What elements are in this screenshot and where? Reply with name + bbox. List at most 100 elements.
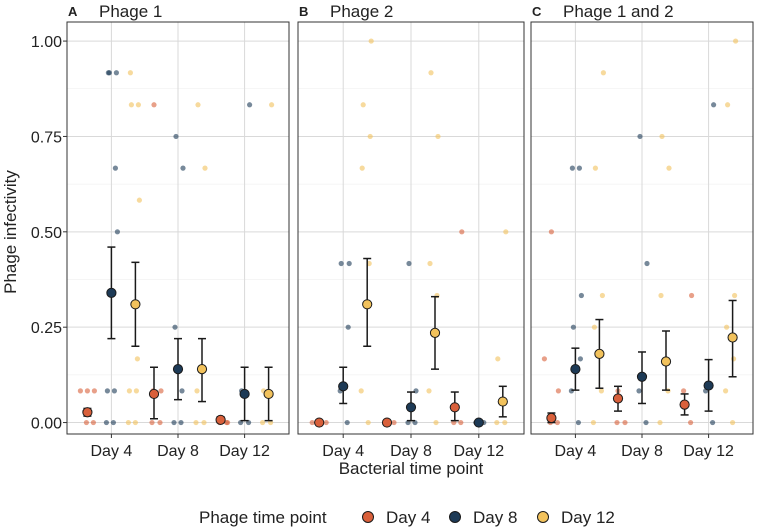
y-tick-label: 0.00	[31, 416, 62, 433]
data-point-day-4	[157, 419, 163, 426]
data-point-day-8	[578, 292, 585, 299]
data-point-day-8	[568, 388, 575, 394]
mean-point-day-4	[82, 407, 93, 418]
x-tick-label: Day 4	[322, 443, 364, 460]
mean-point-day-12	[130, 299, 141, 310]
mean-point-day-4	[449, 402, 460, 413]
data-point-day-12	[433, 419, 439, 426]
data-point-day-12	[426, 388, 432, 394]
data-point-day-12	[590, 419, 597, 426]
data-point-day-12	[730, 419, 736, 426]
mean-point-day-8	[239, 388, 250, 400]
data-point-day-4	[622, 419, 628, 426]
data-point-day-12	[427, 260, 433, 267]
panel-title: Phage 1 and 2	[563, 2, 674, 21]
data-point-day-12	[494, 419, 500, 426]
data-point-day-8	[111, 388, 117, 394]
data-point-day-8	[637, 133, 643, 140]
x-tick-label: Day 12	[219, 443, 270, 460]
data-point-day-12	[731, 356, 737, 362]
data-point-day-8	[105, 70, 111, 76]
data-point-day-12	[592, 165, 599, 171]
y-tick-label: 0.75	[31, 129, 62, 146]
data-point-day-8	[711, 102, 717, 108]
data-point-day-8	[576, 165, 583, 171]
mean-point-day-12	[429, 327, 441, 339]
data-point-day-12	[599, 292, 606, 299]
legend-swatch-day8	[449, 511, 461, 523]
data-point-day-12	[202, 165, 208, 171]
data-point-day-12	[132, 419, 138, 426]
mean-point-day-8	[703, 380, 714, 391]
panel-letter: A	[68, 4, 78, 19]
mean-point-day-12	[727, 332, 738, 343]
data-point-day-4	[554, 419, 561, 426]
mean-point-day-4	[546, 412, 557, 424]
mean-point-day-12	[497, 396, 508, 407]
data-point-day-4	[458, 419, 464, 426]
y-tick-label: 0.25	[31, 320, 62, 337]
mean-point-day-8	[405, 402, 417, 413]
mean-point-day-4	[314, 417, 325, 428]
data-point-day-4	[688, 419, 694, 426]
data-point-day-8	[406, 260, 412, 267]
data-point-day-12	[201, 419, 207, 426]
data-point-day-4	[614, 419, 620, 426]
legend-swatch-day4	[362, 511, 374, 523]
data-point-day-8	[110, 419, 116, 426]
data-point-day-12	[269, 102, 275, 108]
data-point-day-4	[548, 229, 555, 235]
data-point-day-8	[179, 388, 185, 394]
data-point-day-12	[136, 197, 142, 203]
y-tick-label: 0.50	[31, 225, 62, 242]
mean-point-day-12	[594, 348, 605, 359]
data-point-day-8	[173, 133, 179, 140]
x-tick-label: Day 12	[683, 443, 734, 460]
data-point-day-12	[598, 388, 605, 394]
data-point-day-8	[338, 260, 344, 267]
data-point-day-12	[128, 102, 134, 108]
data-point-day-12	[368, 38, 374, 44]
data-point-day-8	[569, 165, 576, 171]
data-point-day-12	[600, 70, 607, 76]
legend-label-day8: Day 8	[473, 508, 517, 527]
data-point-day-12	[502, 419, 508, 426]
data-point-day-12	[360, 102, 366, 108]
data-point-day-8	[344, 419, 350, 426]
panels: 0.00 0.25 0.50 0.75 1.00 Day 4 Day 8 Day 12 A Pha…	[31, 2, 754, 460]
data-point-day-8	[710, 419, 716, 426]
legend: Phage time point Day 4 Day 8 Day 12	[199, 508, 615, 527]
legend-label-day4: Day 4	[386, 508, 430, 527]
panel-a: Day 4 Day 8 Day 12 A Phage 1	[66, 2, 290, 460]
data-point-day-4	[91, 388, 97, 394]
data-point-day-8	[178, 419, 184, 426]
mean-point-day-8	[106, 287, 117, 298]
data-point-day-12	[428, 70, 434, 76]
data-point-day-12	[503, 229, 509, 235]
x-tick-label: Day 8	[157, 443, 199, 460]
mean-point-day-8	[636, 371, 648, 382]
data-point-day-4	[541, 356, 548, 362]
data-point-day-4	[681, 388, 687, 394]
legend-item-day12: Day 12	[537, 508, 615, 527]
data-point-day-8	[247, 102, 253, 108]
data-point-day-12	[367, 133, 373, 140]
data-point-day-12	[723, 388, 729, 394]
legend-swatch-day12	[537, 511, 549, 523]
legend-item-day4: Day 4	[362, 508, 430, 527]
data-point-day-4	[90, 419, 96, 426]
data-point-day-8	[345, 324, 351, 330]
data-point-day-12	[435, 133, 441, 140]
data-point-day-4	[309, 419, 315, 426]
data-point-day-12	[260, 419, 266, 426]
mean-point-day-4	[679, 399, 690, 410]
data-point-day-8	[171, 419, 177, 426]
data-point-day-12	[133, 388, 139, 394]
mean-point-day-4	[381, 417, 393, 428]
data-point-day-12	[658, 292, 664, 299]
mean-point-day-8	[172, 364, 184, 375]
data-point-day-12	[666, 165, 672, 171]
mean-point-day-12	[263, 388, 274, 400]
data-point-day-12	[125, 419, 131, 426]
